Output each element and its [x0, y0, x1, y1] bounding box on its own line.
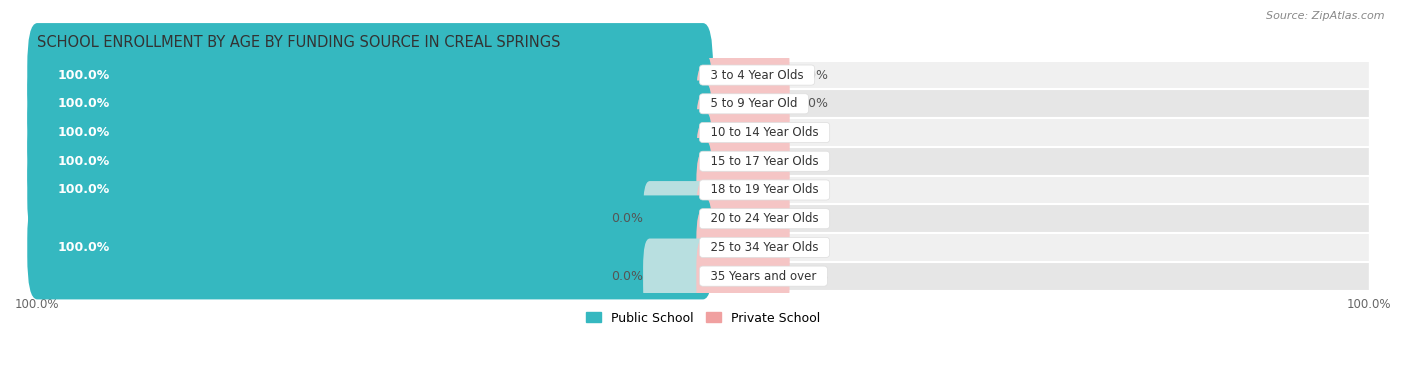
FancyBboxPatch shape: [696, 124, 790, 199]
FancyBboxPatch shape: [37, 118, 1369, 147]
Text: 25 to 34 Year Olds: 25 to 34 Year Olds: [703, 241, 825, 254]
Text: 5 to 9 Year Old: 5 to 9 Year Old: [703, 97, 806, 110]
FancyBboxPatch shape: [696, 152, 790, 228]
Text: 10 to 14 Year Olds: 10 to 14 Year Olds: [703, 126, 827, 139]
FancyBboxPatch shape: [27, 81, 713, 184]
Text: 100.0%: 100.0%: [58, 184, 110, 196]
Text: 0.0%: 0.0%: [796, 212, 828, 225]
Text: 100.0%: 100.0%: [58, 126, 110, 139]
Text: 0.0%: 0.0%: [796, 184, 828, 196]
Text: 0.0%: 0.0%: [612, 270, 643, 283]
Text: 35 Years and over: 35 Years and over: [703, 270, 824, 283]
Text: 100.0%: 100.0%: [58, 69, 110, 81]
Text: 3 to 4 Year Olds: 3 to 4 Year Olds: [703, 69, 811, 81]
Text: 100.0%: 100.0%: [58, 155, 110, 168]
FancyBboxPatch shape: [37, 175, 1369, 205]
FancyBboxPatch shape: [37, 89, 1369, 118]
Text: 100.0%: 100.0%: [58, 241, 110, 254]
Text: 20 to 24 Year Olds: 20 to 24 Year Olds: [703, 212, 827, 225]
FancyBboxPatch shape: [696, 210, 790, 285]
Text: 18 to 19 Year Olds: 18 to 19 Year Olds: [703, 184, 827, 196]
FancyBboxPatch shape: [27, 23, 713, 127]
Text: 0.0%: 0.0%: [796, 69, 828, 81]
Text: 100.0%: 100.0%: [58, 97, 110, 110]
Text: 15 to 17 Year Olds: 15 to 17 Year Olds: [703, 155, 827, 168]
Legend: Public School, Private School: Public School, Private School: [581, 307, 825, 329]
Text: 0.0%: 0.0%: [796, 241, 828, 254]
FancyBboxPatch shape: [37, 60, 1369, 90]
Text: Source: ZipAtlas.com: Source: ZipAtlas.com: [1267, 11, 1385, 21]
FancyBboxPatch shape: [37, 204, 1369, 233]
FancyBboxPatch shape: [643, 239, 710, 314]
Text: 0.0%: 0.0%: [796, 126, 828, 139]
Text: SCHOOL ENROLLMENT BY AGE BY FUNDING SOURCE IN CREAL SPRINGS: SCHOOL ENROLLMENT BY AGE BY FUNDING SOUR…: [37, 35, 561, 50]
Text: 0.0%: 0.0%: [796, 155, 828, 168]
FancyBboxPatch shape: [696, 95, 790, 170]
Text: 0.0%: 0.0%: [796, 97, 828, 110]
FancyBboxPatch shape: [27, 138, 713, 242]
FancyBboxPatch shape: [37, 233, 1369, 262]
FancyBboxPatch shape: [696, 66, 790, 141]
FancyBboxPatch shape: [27, 195, 713, 299]
FancyBboxPatch shape: [643, 181, 710, 256]
FancyBboxPatch shape: [696, 37, 790, 113]
Text: 0.0%: 0.0%: [796, 270, 828, 283]
FancyBboxPatch shape: [696, 181, 790, 256]
FancyBboxPatch shape: [27, 52, 713, 156]
Text: 0.0%: 0.0%: [612, 212, 643, 225]
FancyBboxPatch shape: [696, 239, 790, 314]
FancyBboxPatch shape: [37, 262, 1369, 291]
FancyBboxPatch shape: [27, 109, 713, 213]
FancyBboxPatch shape: [37, 147, 1369, 176]
